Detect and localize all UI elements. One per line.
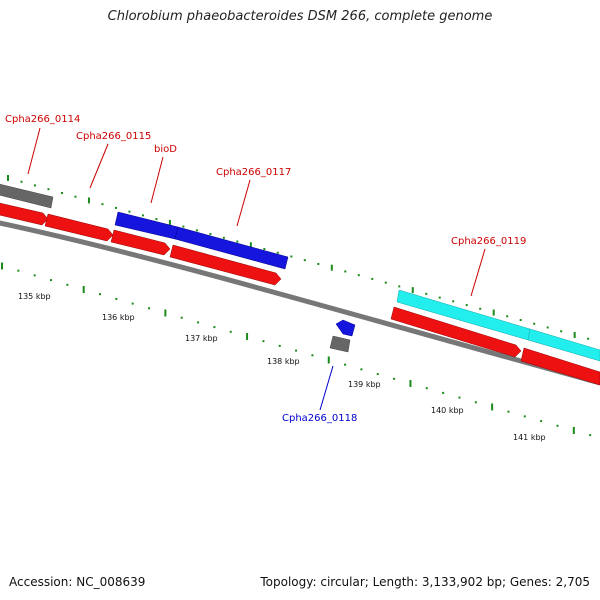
ruler-labels: 135 kbp 136 kbp 137 kbp 138 kbp 139 kbp … (18, 292, 546, 442)
leader-cpha266-0118 (319, 365, 334, 411)
tick-marks (1, 175, 592, 437)
label-leaders (27, 127, 486, 411)
gene-label-cpha266-0115[interactable]: Cpha266_0115 (76, 131, 151, 142)
gene-label-cpha266-0117[interactable]: Cpha266_0117 (216, 167, 291, 178)
cds-feature-blue-small[interactable] (335, 319, 356, 337)
cds-feature-gray[interactable] (0, 183, 54, 209)
gene-label-cpha266-0114[interactable]: Cpha266_0114 (5, 114, 80, 125)
ruler-label: 138 kbp (267, 357, 300, 366)
ruler-label: 139 kbp (348, 380, 381, 389)
accession-text: Accession: NC_008639 (9, 575, 146, 589)
ruler-label: 141 kbp (513, 433, 546, 442)
ruler-label: 135 kbp (18, 292, 51, 301)
cds-feature-red[interactable] (44, 213, 114, 242)
gene-label-cpha266-0118[interactable]: Cpha266_0118 (282, 413, 357, 424)
cds-feature-red[interactable] (110, 229, 171, 256)
leader-biod (150, 156, 164, 204)
leader-cpha266-0114 (27, 127, 41, 175)
gene-label-biod[interactable]: bioD (154, 144, 177, 155)
map-title: Chlorobium phaeobacteroides DSM 266, com… (107, 9, 493, 24)
cds-feature-cyan[interactable] (527, 328, 600, 362)
cds-feature-red[interactable] (169, 244, 282, 286)
cds-feature-red[interactable] (520, 347, 600, 386)
ruler-label: 137 kbp (185, 334, 218, 343)
gene-label-cpha266-0119[interactable]: Cpha266_0119 (451, 236, 526, 247)
genome-backbone (0, 220, 600, 386)
forward-strand-track (0, 183, 600, 362)
cds-feature-blue[interactable] (174, 226, 289, 270)
reverse-strand-track (0, 202, 600, 386)
cds-feature-gray-small[interactable] (329, 335, 351, 353)
leader-cpha266-0119 (470, 248, 486, 297)
cds-feature-red[interactable] (390, 306, 522, 358)
leader-cpha266-0115 (89, 143, 109, 189)
cds-feature-red[interactable] (0, 202, 49, 226)
topology-text: Topology: circular; Length: 3,133,902 bp… (260, 575, 590, 589)
ruler-label: 136 kbp (102, 313, 135, 322)
leader-cpha266-0117 (236, 179, 251, 227)
ruler-label: 140 kbp (431, 406, 464, 415)
gene-labels: Cpha266_0114 Cpha266_0115 bioD Cpha266_0… (5, 114, 526, 424)
